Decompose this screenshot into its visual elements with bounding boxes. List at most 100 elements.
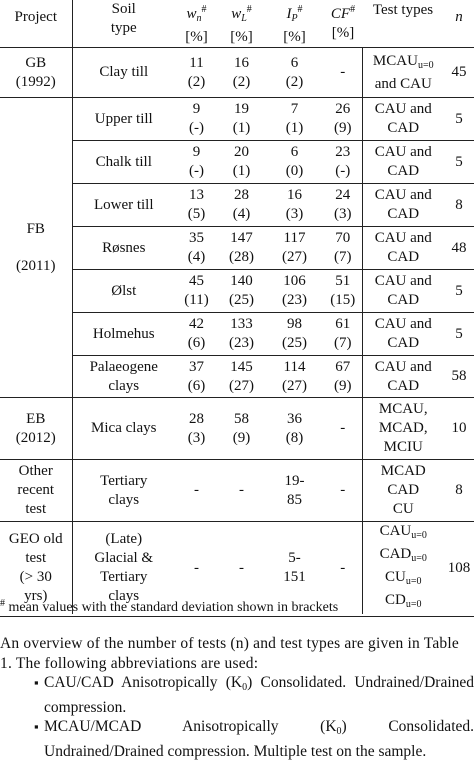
tests-cell: MCAU, MCAD, MCIU bbox=[361, 397, 444, 460]
cf-cell: - bbox=[324, 459, 362, 522]
soil-name: clays bbox=[108, 491, 140, 508]
table-row: FB (2011) Upper till 9 (-) 19 (1) 7 (1) 26(… bbox=[0, 97, 474, 398]
header-soil-type: Soil type bbox=[71, 0, 175, 48]
project-line: GB bbox=[25, 54, 47, 71]
wn-cell: - bbox=[175, 459, 218, 522]
n-cell: 5 bbox=[444, 140, 474, 184]
wl-cell: 58 (9) bbox=[218, 397, 265, 460]
header-wn: wn# [%] bbox=[175, 0, 218, 48]
soil-name: Palaeogene bbox=[89, 358, 158, 375]
test-sub: u=0 bbox=[417, 59, 434, 71]
header-n: n bbox=[444, 0, 474, 48]
cf-cell: 70 (7) bbox=[324, 226, 362, 270]
header-cf: CF# [%] bbox=[324, 0, 362, 48]
ip-cell: 6 (2) bbox=[265, 47, 324, 98]
project-line: Other bbox=[18, 463, 53, 479]
bullet-icon: ▪ bbox=[34, 719, 39, 734]
tests-cell: CAU and CAD bbox=[361, 312, 444, 356]
wl-cell: 140 (25) bbox=[218, 269, 265, 313]
n-cell: 5 bbox=[444, 312, 474, 356]
tests-cell: CAU and CAD bbox=[361, 269, 444, 313]
cf-cell: 24 (3) bbox=[324, 183, 362, 227]
wn-cell: 45 (11) bbox=[175, 269, 218, 313]
soil-cell: Ølst bbox=[71, 269, 175, 313]
bullet-icon: ▪ bbox=[34, 675, 39, 690]
header-ip-symbol: I bbox=[286, 6, 292, 22]
soil-name: Ølst bbox=[111, 282, 137, 299]
ip-cell: 36 (8) bbox=[265, 397, 324, 460]
soil-name: Tertiary bbox=[100, 472, 148, 489]
soil-name: Upper till bbox=[94, 110, 153, 127]
tests-cell: CAU and CAD bbox=[361, 97, 444, 141]
ip-cell: 114 (27) bbox=[265, 355, 324, 398]
header-ip-unit: [%] bbox=[283, 29, 306, 45]
header-ip: IP# [%] bbox=[265, 0, 324, 48]
project-line: (1992) bbox=[15, 73, 56, 90]
table-row: GB (1992) Clay till 11 (2) 16 (2) 6 (2) - M… bbox=[0, 47, 474, 98]
table-row: Holmehus 42 (6) 133 (23) 98 (25) 61 (7) CAU … bbox=[0, 312, 474, 356]
soil-name: Lower till bbox=[93, 196, 154, 213]
soil-cell: Palaeogene clays bbox=[71, 355, 175, 398]
header-cf-sup: # bbox=[350, 4, 356, 15]
cf-cell: 61 (7) bbox=[324, 312, 362, 356]
intro-paragraph: An overview of the number of tests (n) a… bbox=[0, 635, 459, 672]
tests-cell: CAU and CAD bbox=[361, 226, 444, 270]
project-line: EB bbox=[26, 410, 46, 427]
wn-cell: 35 (4) bbox=[175, 226, 218, 270]
wn-cell: 37 (6) bbox=[175, 355, 218, 398]
table-header-row: Project Soil type wn# [%] wL# [%] IP# [%… bbox=[0, 0, 474, 48]
ip-cell: 7 (1) bbox=[265, 97, 324, 141]
wl-cell: 147 (28) bbox=[218, 226, 265, 270]
soil-cell: Lower till bbox=[71, 183, 175, 227]
project-cell-fb: FB (2011) bbox=[0, 97, 72, 398]
soil-name: Mica clays bbox=[91, 420, 157, 436]
n-cell: 10 bbox=[444, 397, 474, 460]
cf-cell: - bbox=[340, 559, 346, 576]
project-line: FB bbox=[26, 220, 45, 237]
ip-cell: 16 (3) bbox=[265, 183, 324, 227]
tests-cell: CAU and CAD bbox=[361, 140, 444, 184]
project-cell-eb: EB (2012) bbox=[0, 397, 72, 460]
tests-cell: CAUu=0 CADu=0 CUu=0 CDu=0 bbox=[361, 521, 444, 614]
n-cell: 8 bbox=[444, 183, 474, 227]
tests-cell: CAU and CAD bbox=[361, 355, 444, 398]
table-row: Other recent test Tertiary clays - - 19- 8… bbox=[0, 459, 474, 522]
body-text: An overview of the number of tests (n) a… bbox=[0, 634, 474, 761]
header-wl-sup: # bbox=[246, 4, 252, 15]
table-row: Palaeogene clays 37 (6) 145 (27) 114 (27) 67… bbox=[0, 355, 474, 398]
table-row: Røsnes 35 (4) 147 (28) 117 (27) 70 (7) CAU a… bbox=[0, 226, 474, 270]
n-cell: 5 bbox=[444, 97, 474, 141]
header-soil-line: type bbox=[110, 20, 137, 36]
cf-cell: - bbox=[324, 47, 362, 98]
soil-name: Clay till bbox=[99, 64, 149, 80]
wn-cell: 9 (-) bbox=[175, 140, 218, 184]
list-item: ▪ CAU/CAD Anisotropically (K0) Consolida… bbox=[34, 674, 474, 716]
n-cell: 48 bbox=[444, 226, 474, 270]
soil-cell: (Late) Glacial & Tertiary clays bbox=[71, 521, 175, 614]
tests-cell: CAU and CAD bbox=[361, 183, 444, 227]
soil-cell: Chalk till bbox=[71, 140, 175, 184]
project-line: test bbox=[25, 501, 47, 517]
wn-cell: 42 (6) bbox=[175, 312, 218, 356]
ip-cell: 5- 151 bbox=[283, 550, 306, 585]
header-test-types-label: Test types bbox=[372, 2, 434, 18]
cf-cell: 26 (9) bbox=[324, 97, 362, 141]
table-row: Chalk till 9 (-) 20 (1) 6 (0) 23 (-) CAU and… bbox=[0, 140, 474, 184]
header-project-label: Project bbox=[14, 9, 58, 25]
wn-cell: 28 (3) bbox=[175, 397, 218, 460]
header-wl: wL# [%] bbox=[218, 0, 265, 48]
n-cell: 45 bbox=[444, 47, 474, 98]
footnote-text: mean values with the standard deviation … bbox=[5, 600, 339, 615]
ip-cell: 106 (23) bbox=[265, 269, 324, 313]
table-row: Ølst 45 (11) 140 (25) 106 (23) 51 (15) CAU a… bbox=[0, 269, 474, 313]
header-ip-sub: P bbox=[291, 13, 298, 24]
wl-cell: 133 (23) bbox=[218, 312, 265, 356]
cf-cell: 23 (-) bbox=[324, 140, 362, 184]
soil-name: clays bbox=[108, 377, 140, 394]
header-wn-unit: [%] bbox=[185, 29, 208, 45]
project-line: yrs) bbox=[24, 588, 48, 604]
wl-cell: - bbox=[218, 459, 265, 522]
ip-cell: 19- 85 bbox=[265, 459, 324, 522]
project-cell-other: Other recent test bbox=[0, 459, 72, 522]
header-wl-unit: [%] bbox=[230, 29, 253, 45]
